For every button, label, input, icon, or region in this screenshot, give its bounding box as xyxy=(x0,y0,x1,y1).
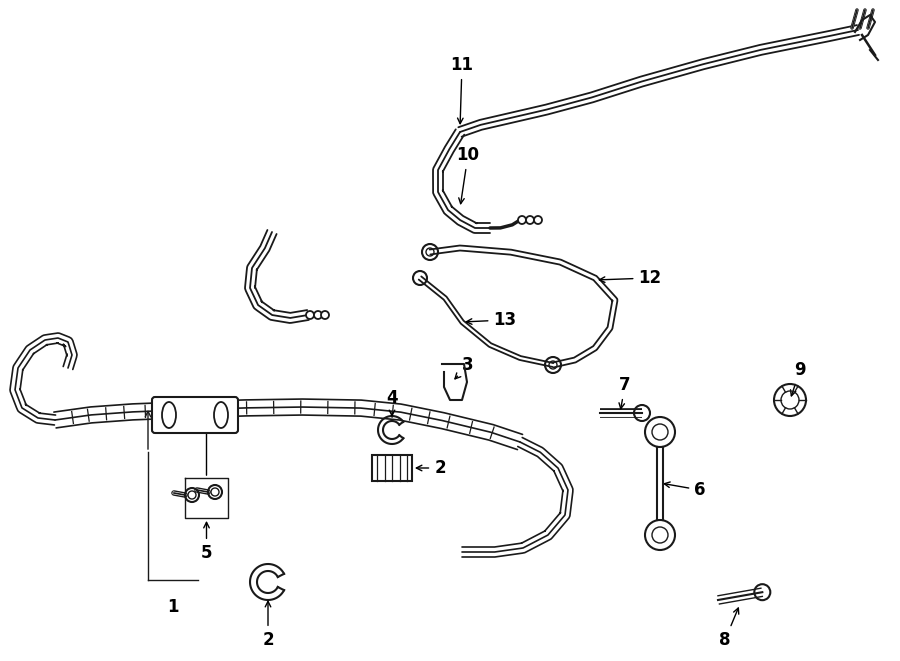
Text: 7: 7 xyxy=(619,376,631,408)
Text: 4: 4 xyxy=(386,389,398,416)
Text: 13: 13 xyxy=(466,311,517,329)
FancyBboxPatch shape xyxy=(152,397,238,433)
Text: 6: 6 xyxy=(664,481,706,499)
Circle shape xyxy=(321,311,329,319)
Text: 1: 1 xyxy=(167,598,179,616)
Text: 10: 10 xyxy=(456,146,480,204)
Text: 11: 11 xyxy=(451,56,473,124)
Circle shape xyxy=(518,216,526,224)
Circle shape xyxy=(306,311,314,319)
Text: 9: 9 xyxy=(790,361,806,396)
Circle shape xyxy=(534,216,542,224)
Text: 12: 12 xyxy=(599,269,661,287)
Circle shape xyxy=(314,311,322,319)
Text: 2: 2 xyxy=(417,459,446,477)
Text: 5: 5 xyxy=(201,522,212,562)
Text: 2: 2 xyxy=(262,602,274,649)
Text: 3: 3 xyxy=(455,356,473,379)
Circle shape xyxy=(526,216,534,224)
Bar xyxy=(372,455,412,481)
Text: 8: 8 xyxy=(719,608,739,649)
